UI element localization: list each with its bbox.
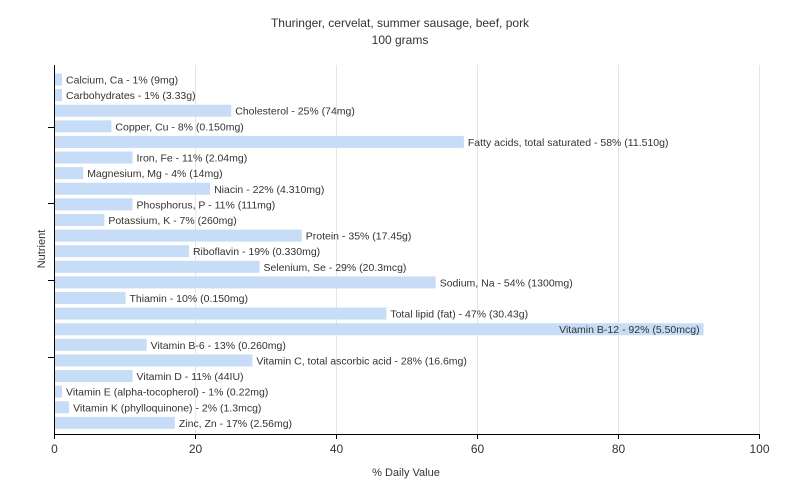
bar-label: Zinc, Zn - 17% (2.56mg) — [179, 418, 292, 430]
bar-label: Cholesterol - 25% (74mg) — [235, 106, 355, 118]
bar-label: Niacin - 22% (4.310mg) — [214, 184, 324, 196]
bar — [55, 120, 112, 133]
bar — [55, 292, 126, 305]
bar — [55, 385, 63, 398]
bar-label: Vitamin B-12 - 92% (5.50mcg) — [559, 324, 699, 336]
bar-label: Carbohydrates - 1% (3.33g) — [66, 90, 196, 102]
x-tick-label: 40 — [330, 442, 344, 456]
bar-label: Selenium, Se - 29% (20.3mcg) — [263, 262, 406, 274]
bars: Calcium, Ca - 1% (9mg) Carbohydrates - 1%… — [55, 73, 704, 430]
bar — [55, 104, 232, 117]
bar — [55, 307, 387, 320]
chart-title: Thuringer, cervelat, summer sausage, bee… — [271, 16, 530, 30]
bar — [55, 245, 189, 258]
bar — [55, 229, 302, 242]
axes: 0 20 40 60 80 100 — [48, 65, 770, 456]
bar — [55, 323, 704, 336]
y-axis-label: Nutrient — [36, 230, 48, 269]
bar-label: Vitamin B-6 - 13% (0.260mg) — [151, 340, 286, 352]
bar — [55, 182, 211, 195]
x-tick-label: 80 — [612, 442, 626, 456]
x-tick-label: 60 — [471, 442, 485, 456]
bar — [55, 213, 105, 226]
bar — [55, 370, 133, 383]
bar — [55, 338, 147, 351]
bar-label: Vitamin K (phylloquinone) - 2% (1.3mcg) — [73, 402, 261, 414]
bar-label: Vitamin C, total ascorbic acid - 28% (16… — [256, 355, 466, 367]
grid-lines — [195, 65, 760, 434]
bar-label: Phosphorus, P - 11% (111mg) — [137, 199, 276, 211]
bar — [55, 73, 63, 86]
bar-label: Vitamin D - 11% (44IU) — [137, 371, 244, 383]
x-axis-label: % Daily Value — [372, 467, 440, 479]
bar — [55, 276, 436, 289]
bar-label: Calcium, Ca - 1% (9mg) — [66, 75, 178, 87]
bar-label: Magnesium, Mg - 4% (14mg) — [87, 168, 222, 180]
bar-label: Copper, Cu - 8% (0.150mg) — [115, 121, 243, 133]
bar — [55, 354, 253, 367]
bar — [55, 135, 464, 148]
bar-label: Protein - 35% (17.45g) — [306, 231, 412, 243]
x-tick-label: 0 — [51, 442, 58, 456]
bar — [55, 167, 84, 180]
bar — [55, 198, 133, 211]
bar-label: Sodium, Na - 54% (1300mg) — [440, 277, 573, 289]
bar-label: Potassium, K - 7% (260mg) — [108, 215, 236, 227]
bar — [55, 89, 63, 102]
bar-label: Fatty acids, total saturated - 58% (11.5… — [468, 137, 669, 149]
x-tick-label: 20 — [189, 442, 203, 456]
bar — [55, 416, 175, 429]
bar-label: Thiamin - 10% (0.150mg) — [130, 293, 248, 305]
bar-label: Iron, Fe - 11% (2.04mg) — [137, 153, 248, 165]
bar-label: Vitamin E (alpha-tocopherol) - 1% (0.22m… — [66, 387, 268, 399]
bar-label: Total lipid (fat) - 47% (30.43g) — [390, 309, 528, 321]
bar — [55, 151, 133, 164]
x-tick-label: 100 — [749, 442, 769, 456]
chart-subtitle: 100 grams — [372, 33, 429, 47]
bar-label: Riboflavin - 19% (0.330mg) — [193, 246, 320, 258]
bar — [55, 401, 70, 414]
bar — [55, 260, 260, 273]
